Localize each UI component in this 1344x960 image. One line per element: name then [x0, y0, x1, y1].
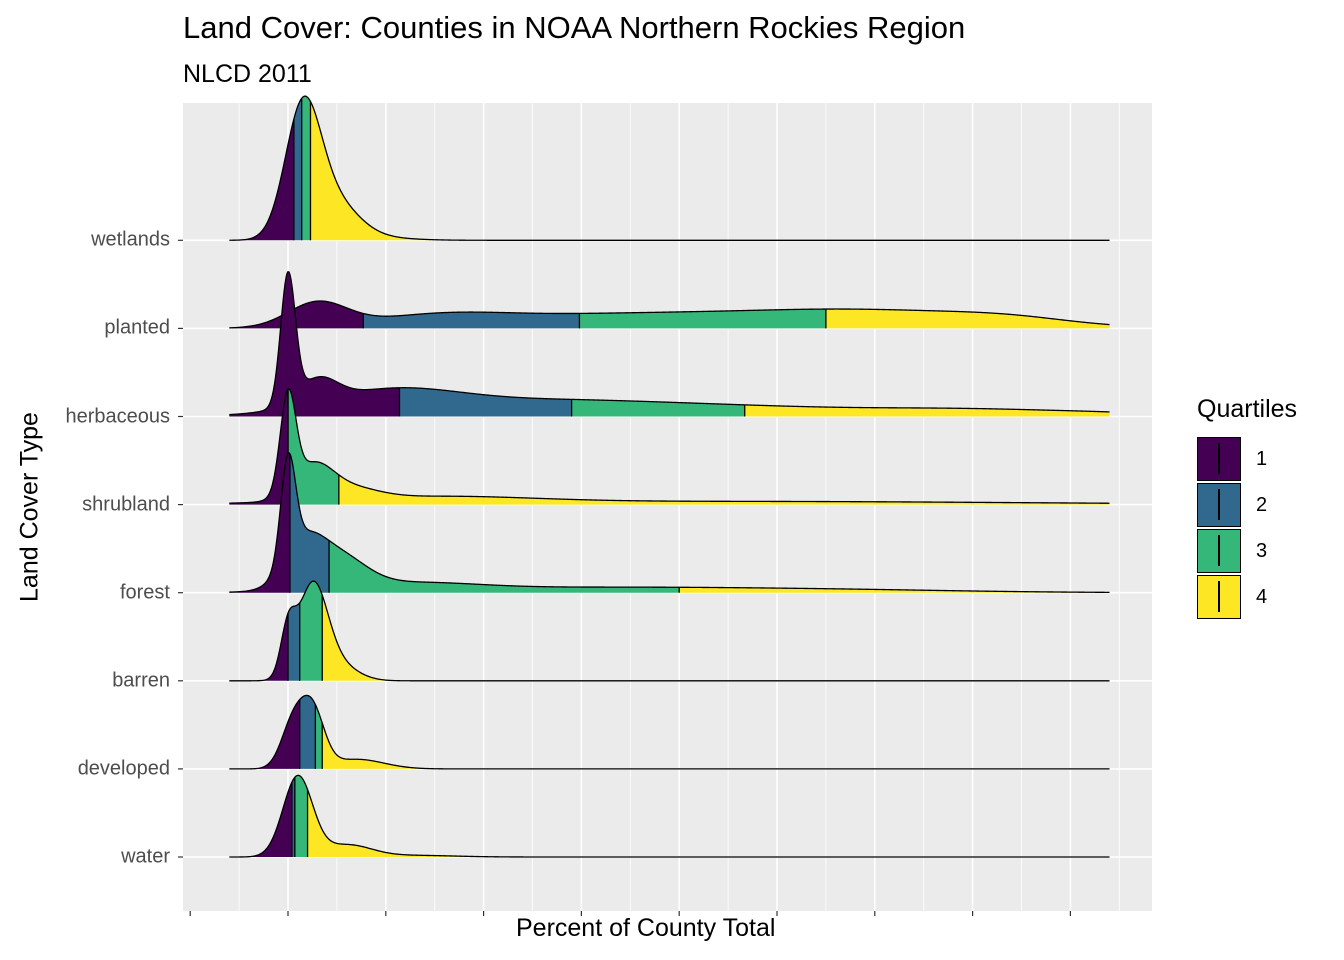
density-outline — [229, 694, 1110, 770]
chart-title: Land Cover: Counties in NOAA Northern Ro… — [183, 10, 966, 45]
legend-title: Quartiles — [1197, 395, 1298, 423]
quartile-2-area — [289, 453, 330, 593]
quartile-3-area — [288, 388, 339, 505]
density-outline — [229, 388, 1110, 504]
quartile-2-area — [399, 387, 572, 417]
density-outline — [229, 774, 1110, 858]
quartile-3-area — [301, 96, 311, 241]
quartile-1-area — [229, 782, 292, 857]
legend-label-2: 2 — [1256, 494, 1268, 516]
quartile-4-area — [338, 474, 1110, 505]
density-outline — [229, 270, 1110, 416]
y-tick-label-shrubland: shrubland — [82, 493, 170, 516]
legend-label-4: 4 — [1256, 586, 1268, 608]
y-tick-label-barren: barren — [112, 669, 170, 692]
y-tick-label-planted: planted — [104, 316, 170, 339]
density-outline — [229, 300, 1110, 329]
x-axis-label: Percent of County Total — [516, 914, 776, 942]
axes — [178, 239, 1072, 916]
ridge-planted — [229, 300, 1110, 329]
legend-key-line — [1218, 443, 1220, 474]
legend-label-3: 3 — [1256, 540, 1268, 562]
ridge-barren — [229, 580, 1110, 682]
quartile-2-area — [363, 312, 580, 329]
quartile-1-area — [229, 119, 294, 241]
quartile-1-area — [229, 699, 300, 769]
density-outline — [229, 451, 1110, 594]
y-axis-label: Land Cover Type — [15, 412, 44, 602]
chart-subtitle: NLCD 2011 — [183, 60, 312, 88]
ridges — [229, 95, 1110, 858]
legend-key-line — [1218, 535, 1220, 566]
y-tick-label-forest: forest — [119, 581, 170, 604]
legend-key-4 — [1197, 575, 1241, 619]
ridge-wetlands — [229, 95, 1110, 241]
quartile-2-area — [299, 695, 316, 769]
ridge-herbaceous — [229, 270, 1110, 417]
legend-key-1 — [1197, 437, 1241, 481]
quartile-3-area — [579, 309, 826, 329]
y-tick-label-developed: developed — [77, 757, 170, 780]
y-tick-label-wetlands: wetlands — [91, 228, 170, 251]
y-tick-label-herbaceous: herbaceous — [65, 405, 170, 427]
quartile-1-area — [229, 271, 400, 417]
legend-key-line — [1218, 581, 1220, 612]
legend-label-1: 1 — [1256, 448, 1268, 470]
quartile-3-area — [299, 581, 323, 681]
ridge-developed — [229, 694, 1110, 770]
legend-key-2 — [1197, 483, 1241, 527]
quartile-2-area — [288, 602, 300, 681]
density-outline — [229, 95, 1110, 241]
legend-key-line — [1218, 489, 1220, 520]
quartile-3-area — [315, 704, 323, 769]
quartile-2-area — [291, 777, 295, 857]
ridge-forest — [229, 451, 1110, 594]
quartile-1-area — [229, 301, 364, 329]
density-outline — [229, 580, 1110, 682]
y-tick-label-water: water — [121, 845, 170, 868]
quartile-3-area — [294, 775, 308, 857]
quartile-4-area — [825, 309, 1110, 329]
quartile-1-area — [229, 613, 288, 681]
ridge-water — [229, 774, 1110, 858]
quartile-2-area — [293, 98, 302, 241]
legend-key-3 — [1197, 529, 1241, 573]
